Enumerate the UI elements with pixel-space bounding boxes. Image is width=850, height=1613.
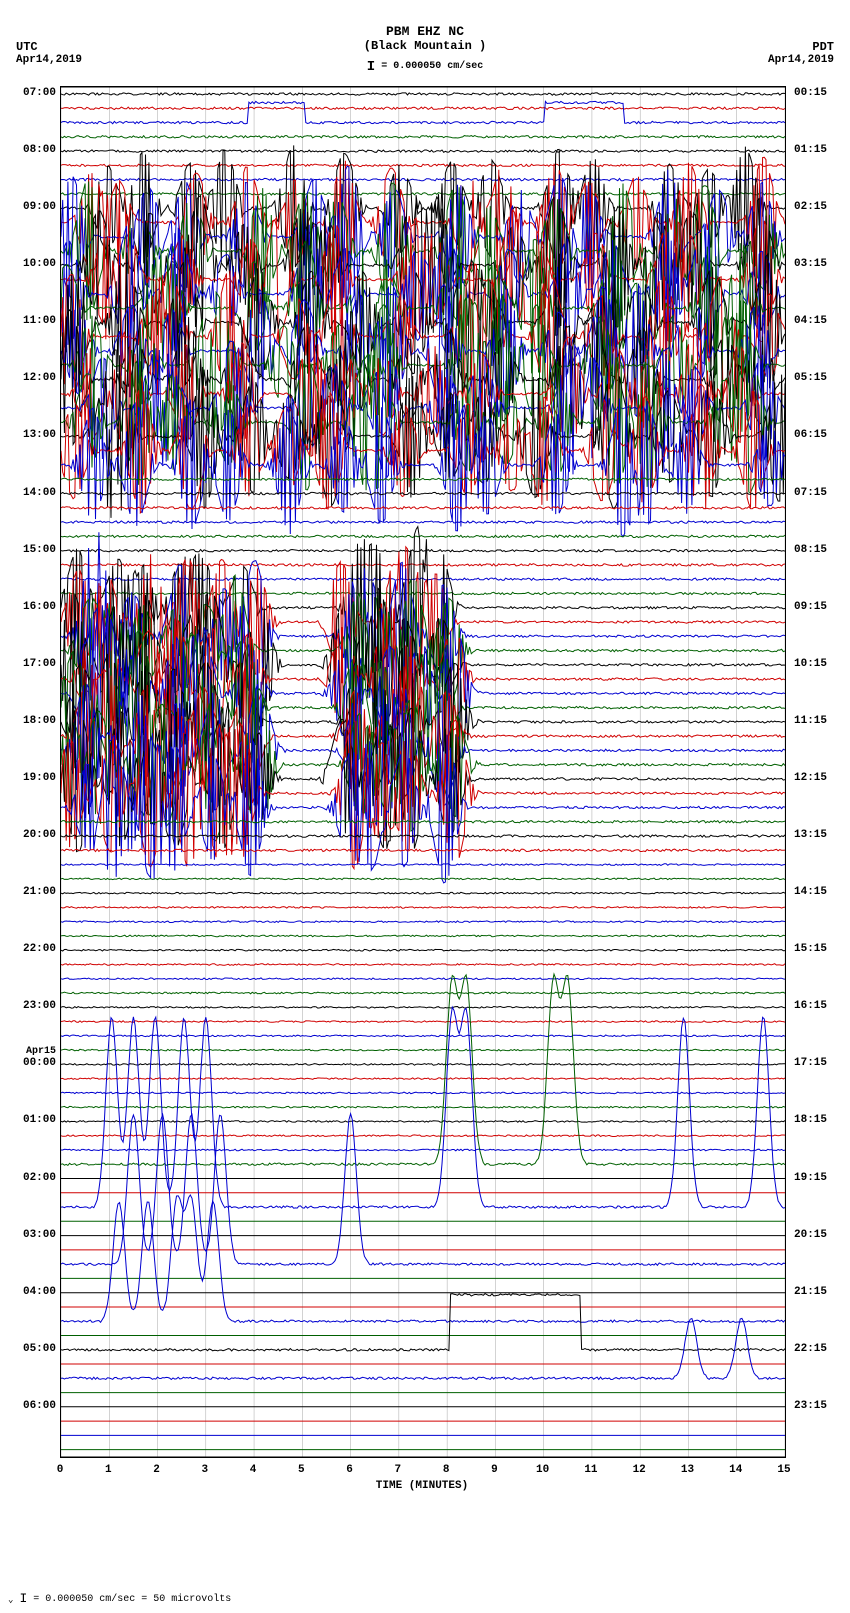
utc-time-label: 13:00 [23,429,56,441]
utc-time-label: 21:00 [23,886,56,898]
tz-left-label: UTC [16,40,38,54]
pdt-time-label: 03:15 [794,258,827,270]
pdt-time-label: 11:15 [794,715,827,727]
x-tick: 7 [395,1464,402,1476]
helicorder-container: PBM EHZ NC (Black Mountain ) I = 0.00005… [0,0,850,1613]
tz-right-label: PDT [812,40,834,54]
footer-scale: ⌄ I = 0.000050 cm/sec = 50 microvolts [8,1590,231,1605]
pdt-time-label: 01:15 [794,144,827,156]
pdt-time-label: 18:15 [794,1114,827,1126]
utc-time-label: 10:00 [23,258,56,270]
seismic-traces [61,87,785,1457]
x-tick: 0 [57,1464,64,1476]
x-tick: 10 [536,1464,549,1476]
pdt-time-label: 13:15 [794,829,827,841]
x-tick: 11 [584,1464,597,1476]
utc-time-label: 23:00 [23,1000,56,1012]
pdt-time-label: 12:15 [794,772,827,784]
header: PBM EHZ NC (Black Mountain ) I = 0.00005… [0,24,850,73]
pdt-time-label: 21:15 [794,1286,827,1298]
pdt-time-label: 16:15 [794,1000,827,1012]
pdt-time-label: 15:15 [794,943,827,955]
x-tick: 1 [105,1464,112,1476]
x-tick: 13 [681,1464,694,1476]
x-tick: 8 [443,1464,450,1476]
x-tick: 4 [250,1464,257,1476]
helicorder-plot [60,86,786,1458]
pdt-time-label: 10:15 [794,658,827,670]
pdt-time-label: 09:15 [794,601,827,613]
utc-time-label: 09:00 [23,201,56,213]
x-tick: 9 [491,1464,498,1476]
pdt-time-label: 02:15 [794,201,827,213]
pdt-time-label: 23:15 [794,1400,827,1412]
pdt-time-label: 22:15 [794,1343,827,1355]
utc-time-label: 05:00 [23,1343,56,1355]
pdt-time-label: 04:15 [794,315,827,327]
x-tick: 12 [633,1464,646,1476]
x-tick: 3 [201,1464,208,1476]
utc-time-label: 11:00 [23,315,56,327]
station-title: PBM EHZ NC [0,24,850,39]
utc-time-label: 18:00 [23,715,56,727]
pdt-time-label: 08:15 [794,544,827,556]
x-tick: 2 [153,1464,160,1476]
utc-time-label: 17:00 [23,658,56,670]
pdt-time-label: 14:15 [794,886,827,898]
utc-time-label: 00:00 [23,1057,56,1069]
x-tick: 6 [346,1464,353,1476]
pdt-time-label: 05:15 [794,372,827,384]
utc-time-label: 06:00 [23,1400,56,1412]
utc-time-label: 12:00 [23,372,56,384]
date-right-label: Apr14,2019 [768,54,834,66]
x-axis: TIME (MINUTES) 0123456789101112131415 [60,1456,784,1496]
utc-time-label: 03:00 [23,1229,56,1241]
utc-time-label: 01:00 [23,1114,56,1126]
x-tick: 5 [298,1464,305,1476]
utc-time-label: 07:00 [23,87,56,99]
pdt-time-label: 06:15 [794,429,827,441]
x-tick: 15 [777,1464,790,1476]
left-time-axis: 07:00 08:00 09:00 10:00 11:00 12:00 13:00 14:00… [0,86,58,1456]
pdt-time-label: 20:15 [794,1229,827,1241]
x-tick: 14 [729,1464,742,1476]
utc-time-label: 15:00 [23,544,56,556]
station-subtitle: (Black Mountain ) [0,39,850,53]
utc-time-label: 19:00 [23,772,56,784]
utc-time-label: 08:00 [23,144,56,156]
utc-time-label: 20:00 [23,829,56,841]
utc-time-label: 14:00 [23,487,56,499]
utc-time-label: 22:00 [23,943,56,955]
pdt-time-label: 00:15 [794,87,827,99]
pdt-time-label: 17:15 [794,1057,827,1069]
right-time-axis: 00:15 01:15 02:15 03:15 04:15 05:15 06:15 07:15… [792,86,850,1456]
utc-time-label: 02:00 [23,1172,56,1184]
scale-label: I = 0.000050 cm/sec [0,57,850,73]
day-break-label: Apr15 [26,1046,56,1057]
pdt-time-label: 19:15 [794,1172,827,1184]
utc-time-label: 16:00 [23,601,56,613]
x-axis-title: TIME (MINUTES) [376,1480,468,1492]
utc-time-label: 04:00 [23,1286,56,1298]
date-left-label: Apr14,2019 [16,54,82,66]
pdt-time-label: 07:15 [794,487,827,499]
